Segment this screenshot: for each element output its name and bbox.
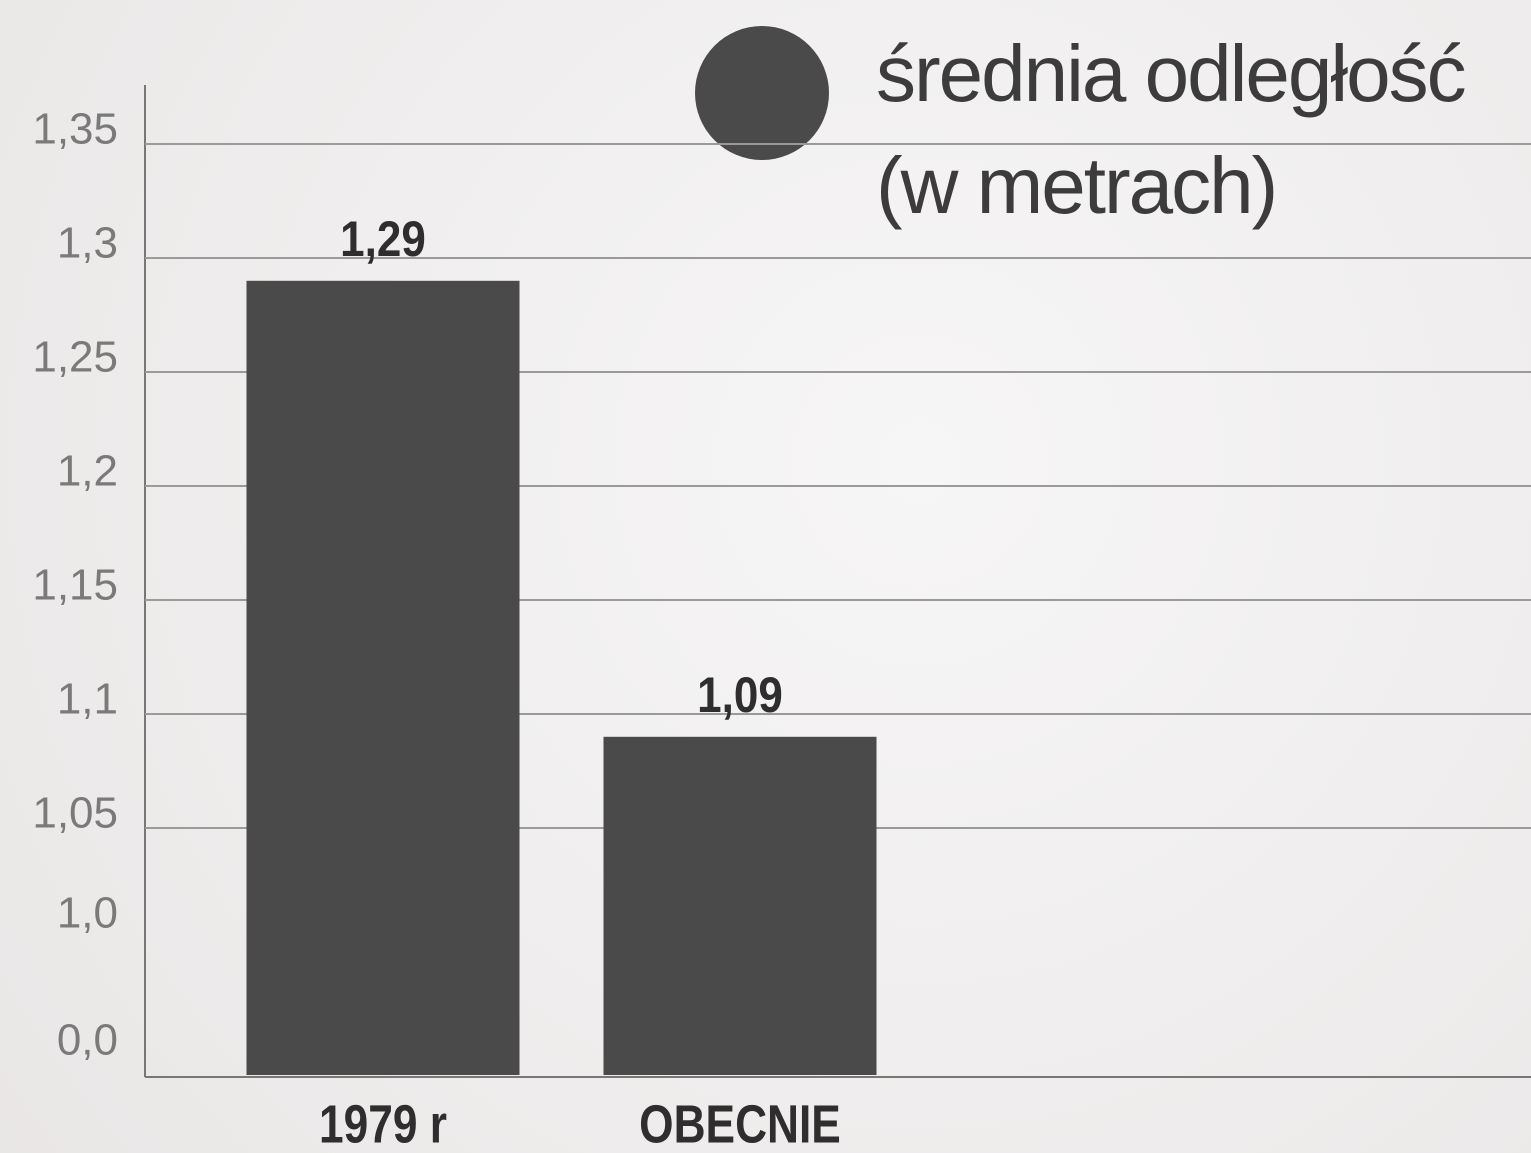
y-tick-label: 1,15 xyxy=(32,561,118,610)
y-tick-label: 1,35 xyxy=(32,105,118,154)
y-tick-label: 1,3 xyxy=(57,219,118,268)
y-tick-label: 1,1 xyxy=(57,675,118,724)
bar xyxy=(604,737,877,1075)
bar xyxy=(247,281,520,1075)
legend-marker xyxy=(695,26,829,160)
y-tick-label: 1,0 xyxy=(57,889,118,938)
data-label: 1,29 xyxy=(340,210,426,266)
y-tick-label: 1,25 xyxy=(32,333,118,382)
y-tick-label: 1,05 xyxy=(32,789,118,838)
y-tick-label: 0,0 xyxy=(57,1016,118,1065)
legend-label: średnia odległość (w metrach) xyxy=(876,18,1526,242)
y-tick-label: 1,2 xyxy=(57,447,118,496)
x-tick-label: OBECNIE xyxy=(639,1094,841,1153)
data-label: 1,09 xyxy=(697,666,783,722)
page: 0,0 1,0 1,05 1,1 1,15 1,2 1,25 1,3 1,35 1979 r 1,2… xyxy=(0,0,1531,1153)
x-tick-label: 1979 r xyxy=(319,1094,447,1153)
